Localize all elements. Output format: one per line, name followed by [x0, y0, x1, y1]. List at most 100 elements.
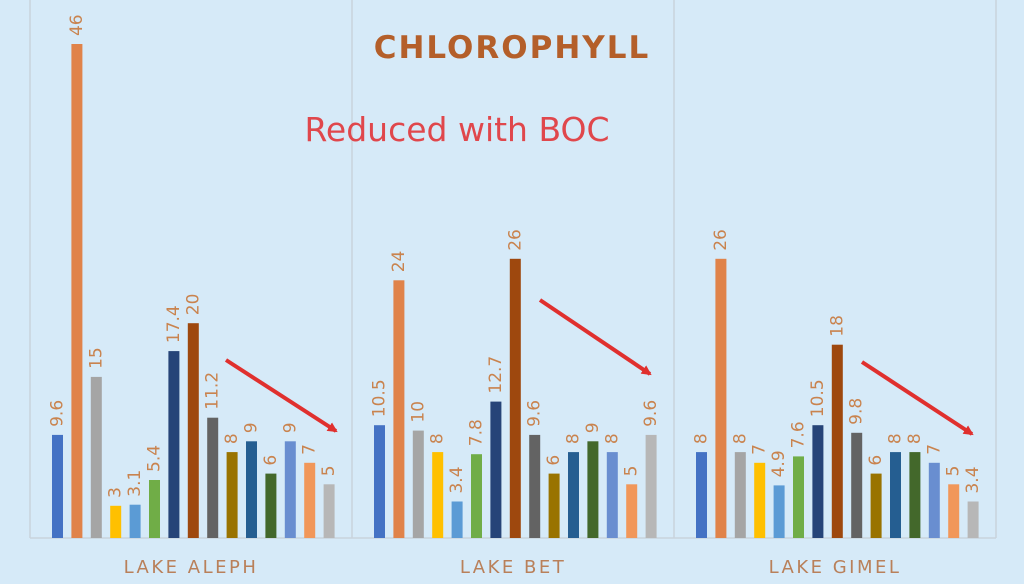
category-label: LAKE BET [460, 557, 566, 578]
bar [529, 434, 541, 538]
bar [715, 258, 727, 538]
bar [548, 473, 560, 538]
chart-annotation: Reduced with BOC [304, 110, 609, 149]
bar [851, 432, 863, 538]
bar-value-label: 8 [886, 433, 906, 444]
category-label: LAKE GIMEL [769, 557, 902, 578]
bar [110, 505, 122, 538]
bar [187, 323, 199, 538]
bar-value-label: 9 [583, 422, 603, 433]
bar [323, 484, 335, 538]
bar [374, 425, 385, 538]
bar-value-label: 3.4 [447, 466, 467, 493]
category-label: LAKE ALEPH [124, 557, 259, 578]
bar [284, 441, 296, 538]
bar-value-label: 26 [711, 229, 731, 251]
bar [754, 462, 766, 538]
bar-value-label: 8 [428, 433, 448, 444]
bar-value-label: 18 [827, 315, 847, 337]
bar [773, 485, 785, 538]
bar-value-label: 8 [905, 433, 925, 444]
bar-value-label: 10 [408, 401, 428, 423]
bar-value-label: 6 [866, 455, 886, 466]
bar [246, 441, 257, 538]
bar-value-label: 9 [242, 422, 262, 433]
bar [207, 417, 219, 538]
bar [226, 452, 238, 538]
bar-value-label: 9.6 [525, 400, 545, 427]
bar [568, 452, 579, 538]
bar [928, 462, 940, 538]
bar-value-label: 8 [602, 433, 622, 444]
bar-value-label: 5 [944, 465, 964, 476]
bar [90, 376, 102, 538]
bar-value-label: 6 [261, 455, 281, 466]
bar [52, 434, 63, 538]
bar-value-label: 15 [86, 347, 106, 369]
bar-value-label: 5 [319, 465, 339, 476]
bar-value-label: 24 [389, 251, 409, 273]
bar [304, 462, 316, 538]
bar [870, 473, 882, 538]
bar-value-label: 12.7 [486, 356, 506, 394]
bar [490, 401, 502, 538]
bar [948, 484, 960, 538]
bar [645, 434, 657, 538]
trend-arrow [860, 360, 974, 436]
bar [793, 456, 804, 538]
bar-value-label: 10.5 [370, 379, 390, 417]
bar-value-label: 4.9 [769, 450, 789, 477]
bar [509, 258, 521, 538]
bar [432, 452, 444, 538]
chart-title: CHLOROPHYLL [374, 30, 651, 66]
bar-value-label: 7 [924, 444, 944, 455]
bar [909, 452, 921, 538]
bar [890, 452, 901, 538]
bar [149, 480, 160, 538]
bar-value-label: 7 [300, 444, 320, 455]
bar-value-label: 8 [564, 433, 584, 444]
bar-value-label: 17.4 [164, 305, 184, 343]
bar-value-label: 9.6 [48, 400, 68, 427]
group-labels-layer: LAKE ALEPH LAKE BET LAKE GIMEL [124, 557, 902, 578]
bar-value-label: 9.6 [641, 400, 661, 427]
bar-value-label: 20 [183, 294, 203, 316]
bar [831, 344, 843, 538]
bar [626, 484, 638, 538]
bar-value-label: 7 [750, 444, 770, 455]
trend-arrow [224, 358, 338, 433]
trend-arrow [538, 298, 652, 376]
bar [451, 501, 463, 538]
bar-value-label: 5.4 [145, 445, 165, 472]
bar [812, 425, 824, 538]
bar-value-label: 3.4 [963, 466, 983, 493]
bar [967, 501, 979, 538]
bar-value-label: 9 [280, 422, 300, 433]
bar [471, 454, 482, 538]
bar [265, 473, 277, 538]
bar [71, 44, 83, 538]
bar [129, 504, 141, 538]
bar [606, 452, 618, 538]
bar-value-label: 6 [544, 455, 564, 466]
bar-value-label: 11.2 [203, 372, 223, 410]
bar-value-label: 9.8 [847, 398, 867, 425]
bar [393, 280, 405, 538]
bar-value-label: 8 [222, 433, 242, 444]
bar-value-label: 7.8 [467, 419, 487, 446]
bar-value-label: 5 [622, 465, 642, 476]
bar-value-label: 8 [692, 433, 712, 444]
bar-value-label: 10.5 [808, 379, 828, 417]
bar-value-label: 3.1 [125, 470, 145, 497]
bar [734, 452, 746, 538]
bars-layer [52, 44, 979, 538]
bar-value-label: 46 [67, 14, 87, 36]
bar-value-label: 3 [106, 487, 126, 498]
bar [168, 351, 180, 538]
bar [587, 441, 599, 538]
bar [412, 430, 424, 538]
bar-value-label: 26 [505, 229, 525, 251]
